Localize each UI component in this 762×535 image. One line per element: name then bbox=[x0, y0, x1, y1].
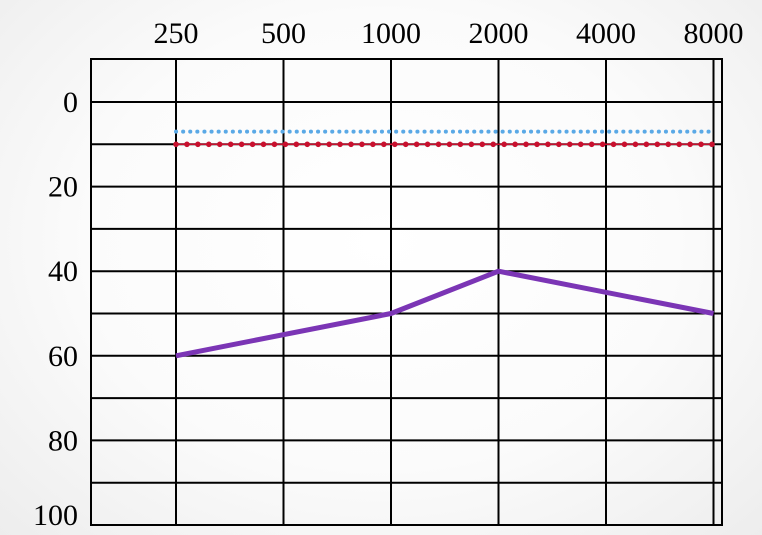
x-tick-8000: 8000 bbox=[684, 17, 744, 50]
series-1-point-1 bbox=[184, 141, 190, 148]
series-1-point-19 bbox=[381, 141, 387, 148]
series-1-point-33 bbox=[534, 141, 540, 148]
plot-frame bbox=[90, 58, 723, 526]
series-line-2 bbox=[175, 268, 714, 359]
x-tick-1000: 1000 bbox=[361, 17, 421, 50]
y-tick-100: 100 bbox=[33, 499, 78, 532]
series-1-point-17 bbox=[359, 141, 365, 148]
x-tick-labels: 250 500 1000 2000 4000 8000 bbox=[154, 17, 744, 50]
series-1-point-36 bbox=[566, 141, 573, 148]
series-1-point-0 bbox=[173, 141, 179, 148]
series-1-point-9 bbox=[271, 141, 278, 148]
series-1-point-27 bbox=[468, 141, 475, 148]
series-1-point-31 bbox=[512, 141, 518, 148]
series-layer bbox=[173, 129, 716, 359]
y-tick-40: 40 bbox=[48, 255, 78, 288]
series-1-point-39 bbox=[599, 141, 606, 148]
x-tick-500: 500 bbox=[261, 17, 306, 50]
series-1-point-2 bbox=[195, 141, 201, 148]
series-1-point-29 bbox=[490, 141, 497, 148]
y-tick-20: 20 bbox=[48, 171, 78, 204]
series-1-point-38 bbox=[588, 141, 595, 148]
series-1-point-7 bbox=[249, 141, 256, 148]
series-1-point-45 bbox=[665, 141, 672, 148]
series-1-point-14 bbox=[326, 141, 332, 148]
series-1-point-6 bbox=[238, 141, 245, 148]
y-tick-labels: 0 20 40 60 80 100 bbox=[33, 86, 78, 532]
series-1-point-47 bbox=[687, 141, 693, 148]
series-1-point-48 bbox=[698, 141, 704, 148]
series-1-point-11 bbox=[293, 141, 300, 148]
series-1-point-26 bbox=[457, 141, 464, 148]
series-1-point-16 bbox=[348, 141, 354, 148]
series-1-point-12 bbox=[304, 141, 311, 148]
series-1-point-3 bbox=[206, 141, 212, 148]
y-tick-0: 0 bbox=[63, 86, 78, 119]
series-1-point-23 bbox=[424, 141, 431, 148]
series-1-point-20 bbox=[391, 141, 398, 148]
series-1-point-5 bbox=[227, 141, 234, 148]
series-1-point-13 bbox=[315, 141, 322, 148]
series-1-point-25 bbox=[446, 141, 453, 148]
series-1-point-10 bbox=[282, 141, 289, 148]
series-1-point-37 bbox=[577, 141, 584, 148]
series-1-point-22 bbox=[413, 141, 420, 148]
y-tick-60: 60 bbox=[48, 340, 78, 373]
series-1-point-42 bbox=[632, 141, 639, 148]
series-1-point-32 bbox=[523, 141, 529, 148]
series-1-point-30 bbox=[501, 141, 507, 148]
series-1-point-8 bbox=[260, 141, 267, 148]
grid-horizontal bbox=[91, 101, 722, 484]
series-1-point-41 bbox=[621, 141, 628, 148]
series-1-point-28 bbox=[479, 141, 486, 148]
series-1-point-15 bbox=[337, 141, 343, 148]
series-1-point-44 bbox=[654, 141, 661, 148]
series-1-point-18 bbox=[370, 141, 376, 148]
series-1-point-40 bbox=[610, 141, 617, 148]
series-1-point-4 bbox=[216, 141, 223, 148]
series-1-point-34 bbox=[545, 141, 551, 148]
series-1-point-49 bbox=[709, 141, 715, 148]
series-1-point-21 bbox=[402, 141, 409, 148]
x-tick-2000: 2000 bbox=[469, 17, 529, 50]
series-1-point-43 bbox=[643, 141, 650, 148]
x-tick-250: 250 bbox=[154, 17, 199, 50]
series-1-point-46 bbox=[676, 141, 682, 148]
series-1-point-24 bbox=[435, 141, 442, 148]
y-tick-80: 80 bbox=[48, 424, 78, 457]
x-tick-4000: 4000 bbox=[576, 17, 636, 50]
series-1-point-35 bbox=[556, 141, 562, 148]
